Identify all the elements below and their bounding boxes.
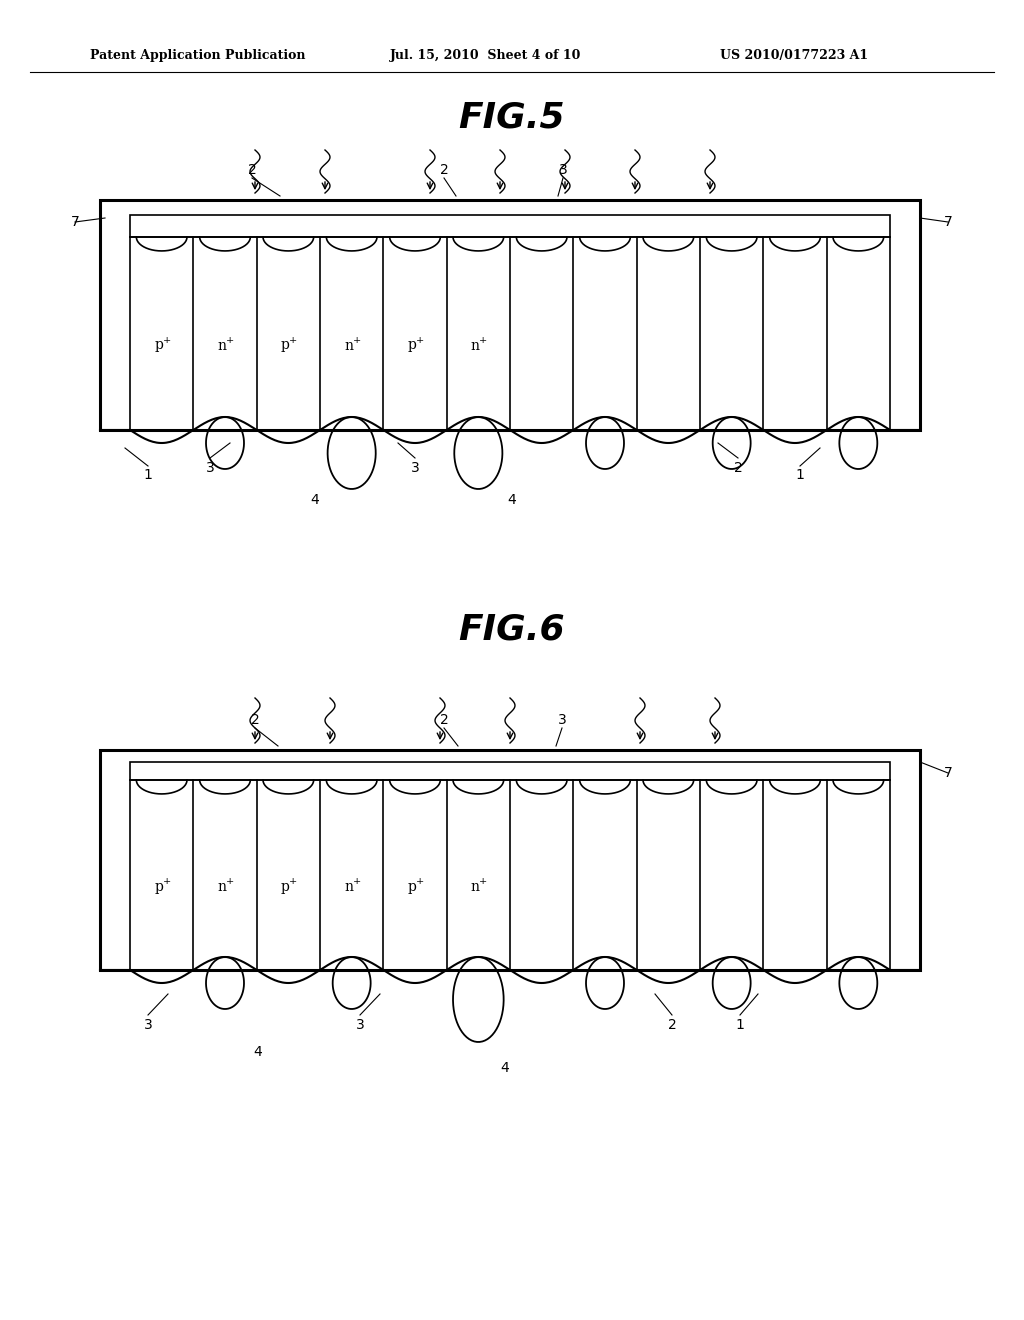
Text: 1: 1: [796, 469, 805, 482]
Text: Jul. 15, 2010  Sheet 4 of 10: Jul. 15, 2010 Sheet 4 of 10: [390, 49, 582, 62]
Text: +: +: [352, 337, 360, 345]
Text: 3: 3: [411, 461, 420, 475]
Text: 3: 3: [355, 1018, 365, 1032]
Text: US 2010/0177223 A1: US 2010/0177223 A1: [720, 49, 868, 62]
Text: +: +: [289, 337, 297, 345]
Text: 1: 1: [735, 1018, 744, 1032]
Text: n: n: [344, 338, 353, 352]
Text: 7: 7: [944, 766, 952, 780]
Text: +: +: [226, 878, 234, 887]
Text: 2: 2: [668, 1018, 677, 1032]
Text: 4: 4: [508, 492, 516, 507]
Bar: [130, 215, 890, 238]
Text: 7: 7: [71, 215, 80, 228]
Text: p: p: [408, 880, 417, 894]
Text: Patent Application Publication: Patent Application Publication: [90, 49, 305, 62]
Text: n: n: [471, 880, 480, 894]
Bar: [100, 201, 920, 430]
Text: +: +: [479, 337, 487, 345]
Text: +: +: [416, 878, 424, 887]
Text: +: +: [163, 878, 171, 887]
Text: 2: 2: [439, 162, 449, 177]
Text: 2: 2: [733, 461, 742, 475]
Text: n: n: [471, 338, 480, 352]
Text: 3: 3: [559, 162, 567, 177]
Text: p: p: [281, 880, 290, 894]
Text: 4: 4: [254, 1045, 262, 1059]
Text: 2: 2: [439, 713, 449, 727]
Text: FIG.6: FIG.6: [459, 612, 565, 647]
Text: 7: 7: [944, 215, 952, 228]
Text: p: p: [281, 338, 290, 352]
Text: n: n: [217, 880, 226, 894]
Text: p: p: [155, 880, 163, 894]
Text: 2: 2: [248, 162, 256, 177]
Text: +: +: [163, 337, 171, 345]
Text: 4: 4: [501, 1061, 509, 1074]
Text: +: +: [226, 337, 234, 345]
Text: +: +: [289, 878, 297, 887]
Text: 4: 4: [310, 492, 319, 507]
Text: 1: 1: [143, 469, 153, 482]
Text: p: p: [155, 338, 163, 352]
Text: +: +: [416, 337, 424, 345]
Text: 3: 3: [558, 713, 566, 727]
Bar: [100, 750, 920, 970]
Text: +: +: [352, 878, 360, 887]
Text: n: n: [217, 338, 226, 352]
Text: 2: 2: [251, 713, 259, 727]
Text: n: n: [344, 880, 353, 894]
Text: 3: 3: [206, 461, 214, 475]
Text: +: +: [479, 878, 487, 887]
Text: 3: 3: [143, 1018, 153, 1032]
Text: FIG.5: FIG.5: [459, 102, 565, 135]
Text: p: p: [408, 338, 417, 352]
Bar: [130, 762, 890, 780]
